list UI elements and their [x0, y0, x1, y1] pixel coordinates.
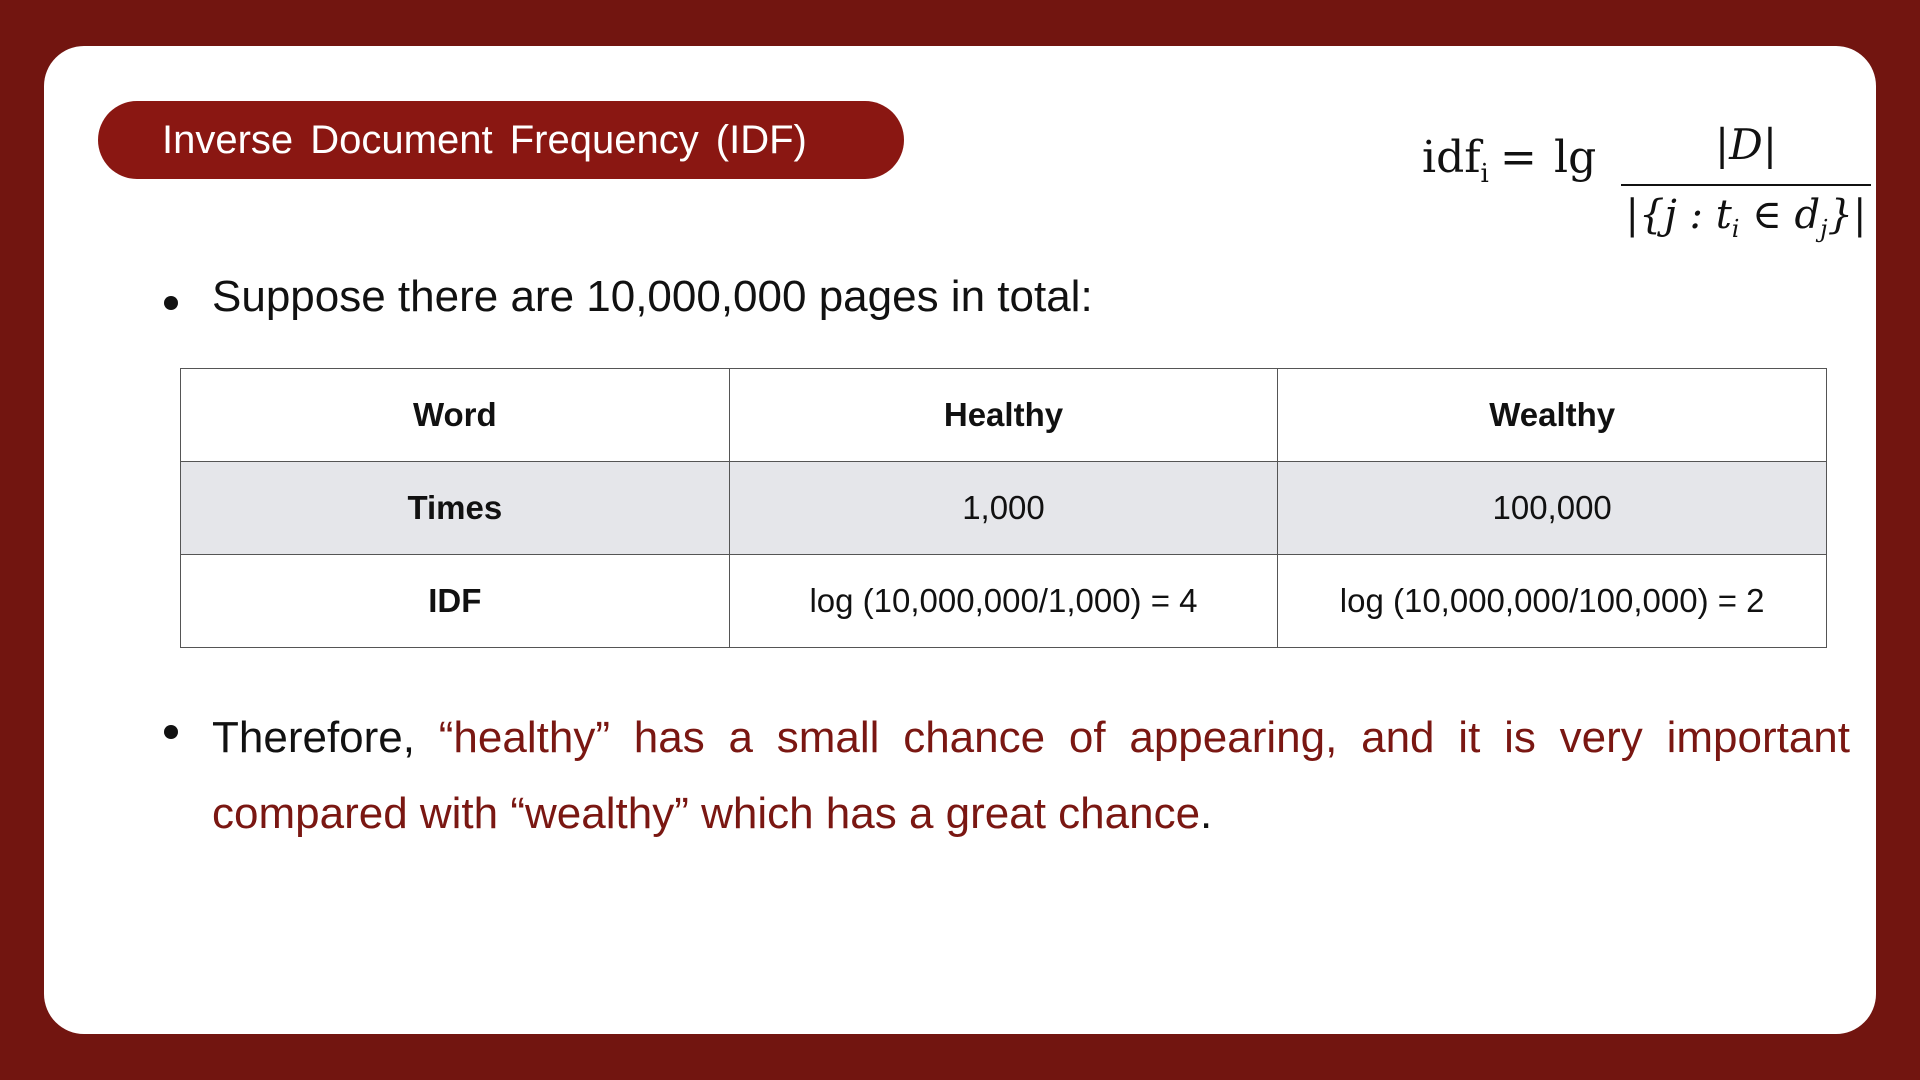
conclusion-prefix: Therefore, — [212, 713, 439, 762]
table-row: Times 1,000 100,000 — [180, 461, 1827, 555]
formula-den-main: |{j : t — [1625, 192, 1732, 238]
slide-title: Inverse Document Frequency (IDF) — [98, 101, 904, 179]
idf-formula: idfi = lg |D| |{j : ti ∈ dj}| — [1378, 74, 1871, 243]
conclusion-suffix: . — [1200, 789, 1213, 838]
table-cell: Healthy — [728, 368, 1279, 462]
formula-den-end: }| — [1827, 192, 1867, 238]
table-cell: IDF — [180, 554, 730, 648]
formula-den-sub2: j — [1820, 215, 1828, 243]
table-cell: Times — [180, 461, 730, 555]
table-row: IDF log (10,000,000/1,000) = 4 log (10,0… — [180, 554, 1827, 648]
formula-numerator: |D| — [1715, 120, 1777, 169]
formula-den-mid: ∈ d — [1739, 192, 1821, 238]
table-cell: log (10,000,000/100,000) = 2 — [1277, 554, 1827, 648]
formula-fraction-line — [1621, 184, 1871, 186]
conclusion-highlight: “healthy” has a small chance of appearin… — [212, 713, 1850, 838]
formula-lhs: idfi — [1422, 132, 1489, 189]
idf-table: Word Healthy Wealthy Times 1,000 100,000… — [180, 368, 1827, 648]
table-cell: 1,000 — [728, 461, 1279, 555]
formula-denominator: |{j : ti ∈ dj}| — [1621, 192, 1871, 243]
table-cell: Word — [180, 368, 730, 462]
table-header-row: Word Healthy Wealthy — [180, 368, 1827, 462]
formula-operator: lg — [1554, 132, 1597, 183]
bullet-dot — [164, 296, 178, 310]
table-cell: log (10,000,000/1,000) = 4 — [728, 554, 1279, 648]
formula-equals: = — [1500, 132, 1537, 183]
formula-lhs-main: idf — [1422, 132, 1481, 183]
formula-den-sub1: i — [1731, 215, 1740, 243]
bullet-dot — [164, 725, 178, 739]
table-cell: Wealthy — [1277, 368, 1827, 462]
slide-card: Inverse Document Frequency (IDF) idfi = … — [44, 46, 1876, 1034]
bullet-text-conclusion: Therefore, “healthy” has a small chance … — [212, 700, 1850, 852]
formula-lhs-sub: i — [1480, 158, 1489, 189]
bullet-text-pages: Suppose there are 10,000,000 pages in to… — [212, 272, 1093, 321]
table-cell: 100,000 — [1277, 461, 1827, 555]
